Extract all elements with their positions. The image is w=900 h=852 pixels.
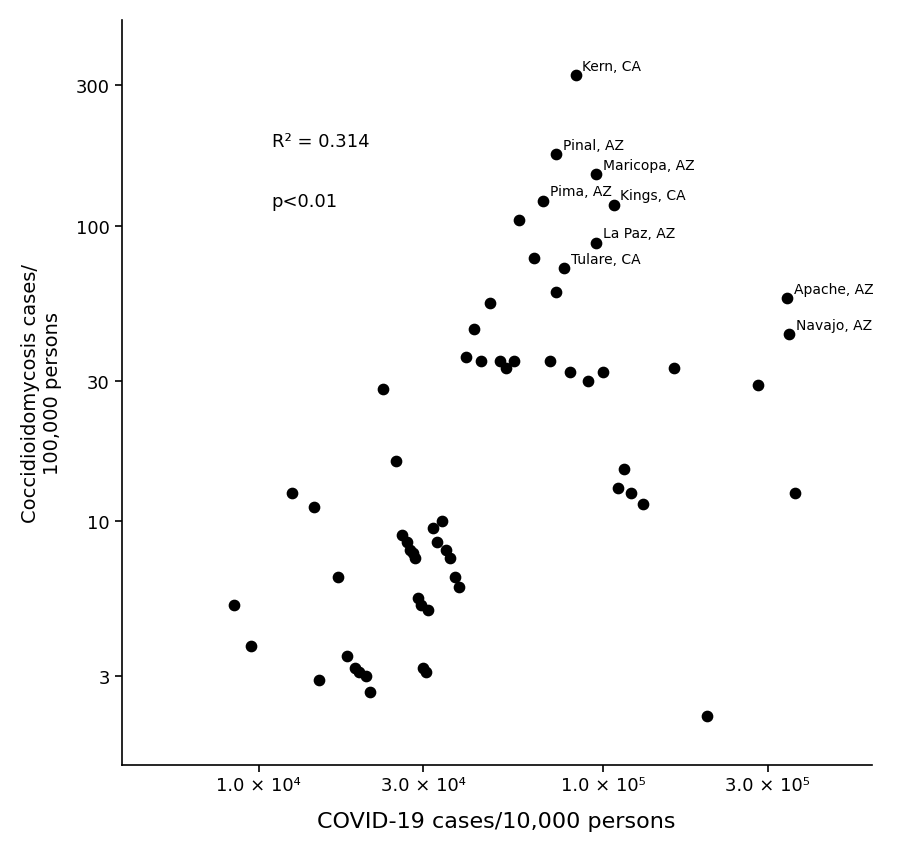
Point (466, 322, 481, 336)
Point (307, 500, 321, 514)
Text: Kern, CA: Kern, CA (582, 60, 642, 73)
Point (788, 486, 803, 500)
Text: R² = 0.314: R² = 0.314 (272, 133, 369, 152)
Point (543, 354, 557, 368)
Text: Kings, CA: Kings, CA (620, 189, 686, 203)
Point (549, 285, 563, 299)
Point (536, 194, 551, 208)
Point (312, 674, 327, 688)
Point (779, 292, 794, 306)
Point (285, 486, 300, 500)
Point (568, 69, 582, 83)
Point (430, 536, 445, 550)
Point (447, 570, 462, 584)
Point (400, 536, 415, 550)
Point (331, 570, 346, 584)
Y-axis label: Coccidioidomycosis cases/
100,000 persons: Coccidioidomycosis cases/ 100,000 person… (21, 263, 62, 522)
Point (339, 649, 354, 663)
Point (492, 354, 507, 368)
Point (507, 354, 521, 368)
X-axis label: COVID-19 cases/10,000 persons: COVID-19 cases/10,000 persons (318, 811, 676, 832)
Point (403, 544, 418, 557)
Point (413, 599, 428, 613)
Text: Tulare, CA: Tulare, CA (572, 252, 641, 267)
Text: Pinal, AZ: Pinal, AZ (563, 139, 625, 153)
Point (499, 362, 513, 376)
Point (617, 463, 632, 477)
Point (635, 497, 650, 510)
Point (589, 237, 603, 250)
Text: Navajo, AZ: Navajo, AZ (796, 319, 872, 332)
Point (421, 604, 436, 618)
Point (512, 214, 526, 227)
Point (363, 685, 377, 699)
Point (596, 366, 610, 380)
Point (406, 547, 420, 561)
Point (416, 661, 430, 675)
Text: Pima, AZ: Pima, AZ (551, 185, 612, 199)
Text: p<0.01: p<0.01 (272, 193, 338, 210)
Point (347, 661, 362, 675)
Point (624, 486, 638, 500)
Point (483, 296, 498, 310)
Point (376, 383, 391, 397)
Point (557, 262, 572, 276)
Text: Maricopa, AZ: Maricopa, AZ (603, 158, 694, 172)
Text: La Paz, AZ: La Paz, AZ (603, 227, 675, 241)
Point (527, 252, 542, 266)
Point (700, 709, 715, 722)
Point (452, 580, 466, 594)
Point (411, 591, 426, 605)
Point (435, 515, 449, 528)
Point (589, 168, 603, 181)
Point (444, 552, 458, 566)
Point (227, 599, 241, 613)
Point (409, 552, 423, 566)
Point (244, 639, 258, 653)
Point (359, 669, 374, 682)
Point (418, 665, 433, 679)
Point (459, 351, 473, 365)
Point (562, 366, 577, 380)
Point (389, 455, 403, 469)
Point (580, 374, 595, 388)
Point (439, 544, 454, 557)
Point (610, 481, 625, 495)
Point (394, 528, 409, 542)
Point (751, 378, 765, 392)
Point (549, 148, 563, 162)
Point (352, 665, 366, 679)
Point (426, 521, 440, 535)
Point (607, 199, 621, 212)
Point (473, 354, 488, 368)
Point (781, 328, 796, 342)
Text: Apache, AZ: Apache, AZ (794, 282, 873, 296)
Point (667, 362, 681, 376)
